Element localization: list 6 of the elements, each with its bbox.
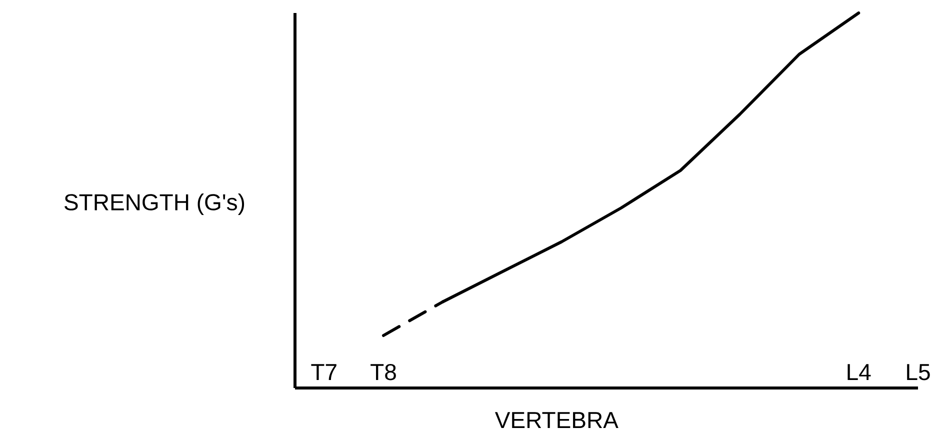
x-tick-label: L5 <box>907 364 930 380</box>
x-tick-label: T7 <box>311 364 336 380</box>
y-axis-title: STRENGTH (G's) <box>64 194 244 215</box>
x-tick-label: T8 <box>370 364 396 380</box>
x-tick-label: L4 <box>848 364 871 380</box>
x-axis-title: VERTEBRA <box>494 412 618 428</box>
